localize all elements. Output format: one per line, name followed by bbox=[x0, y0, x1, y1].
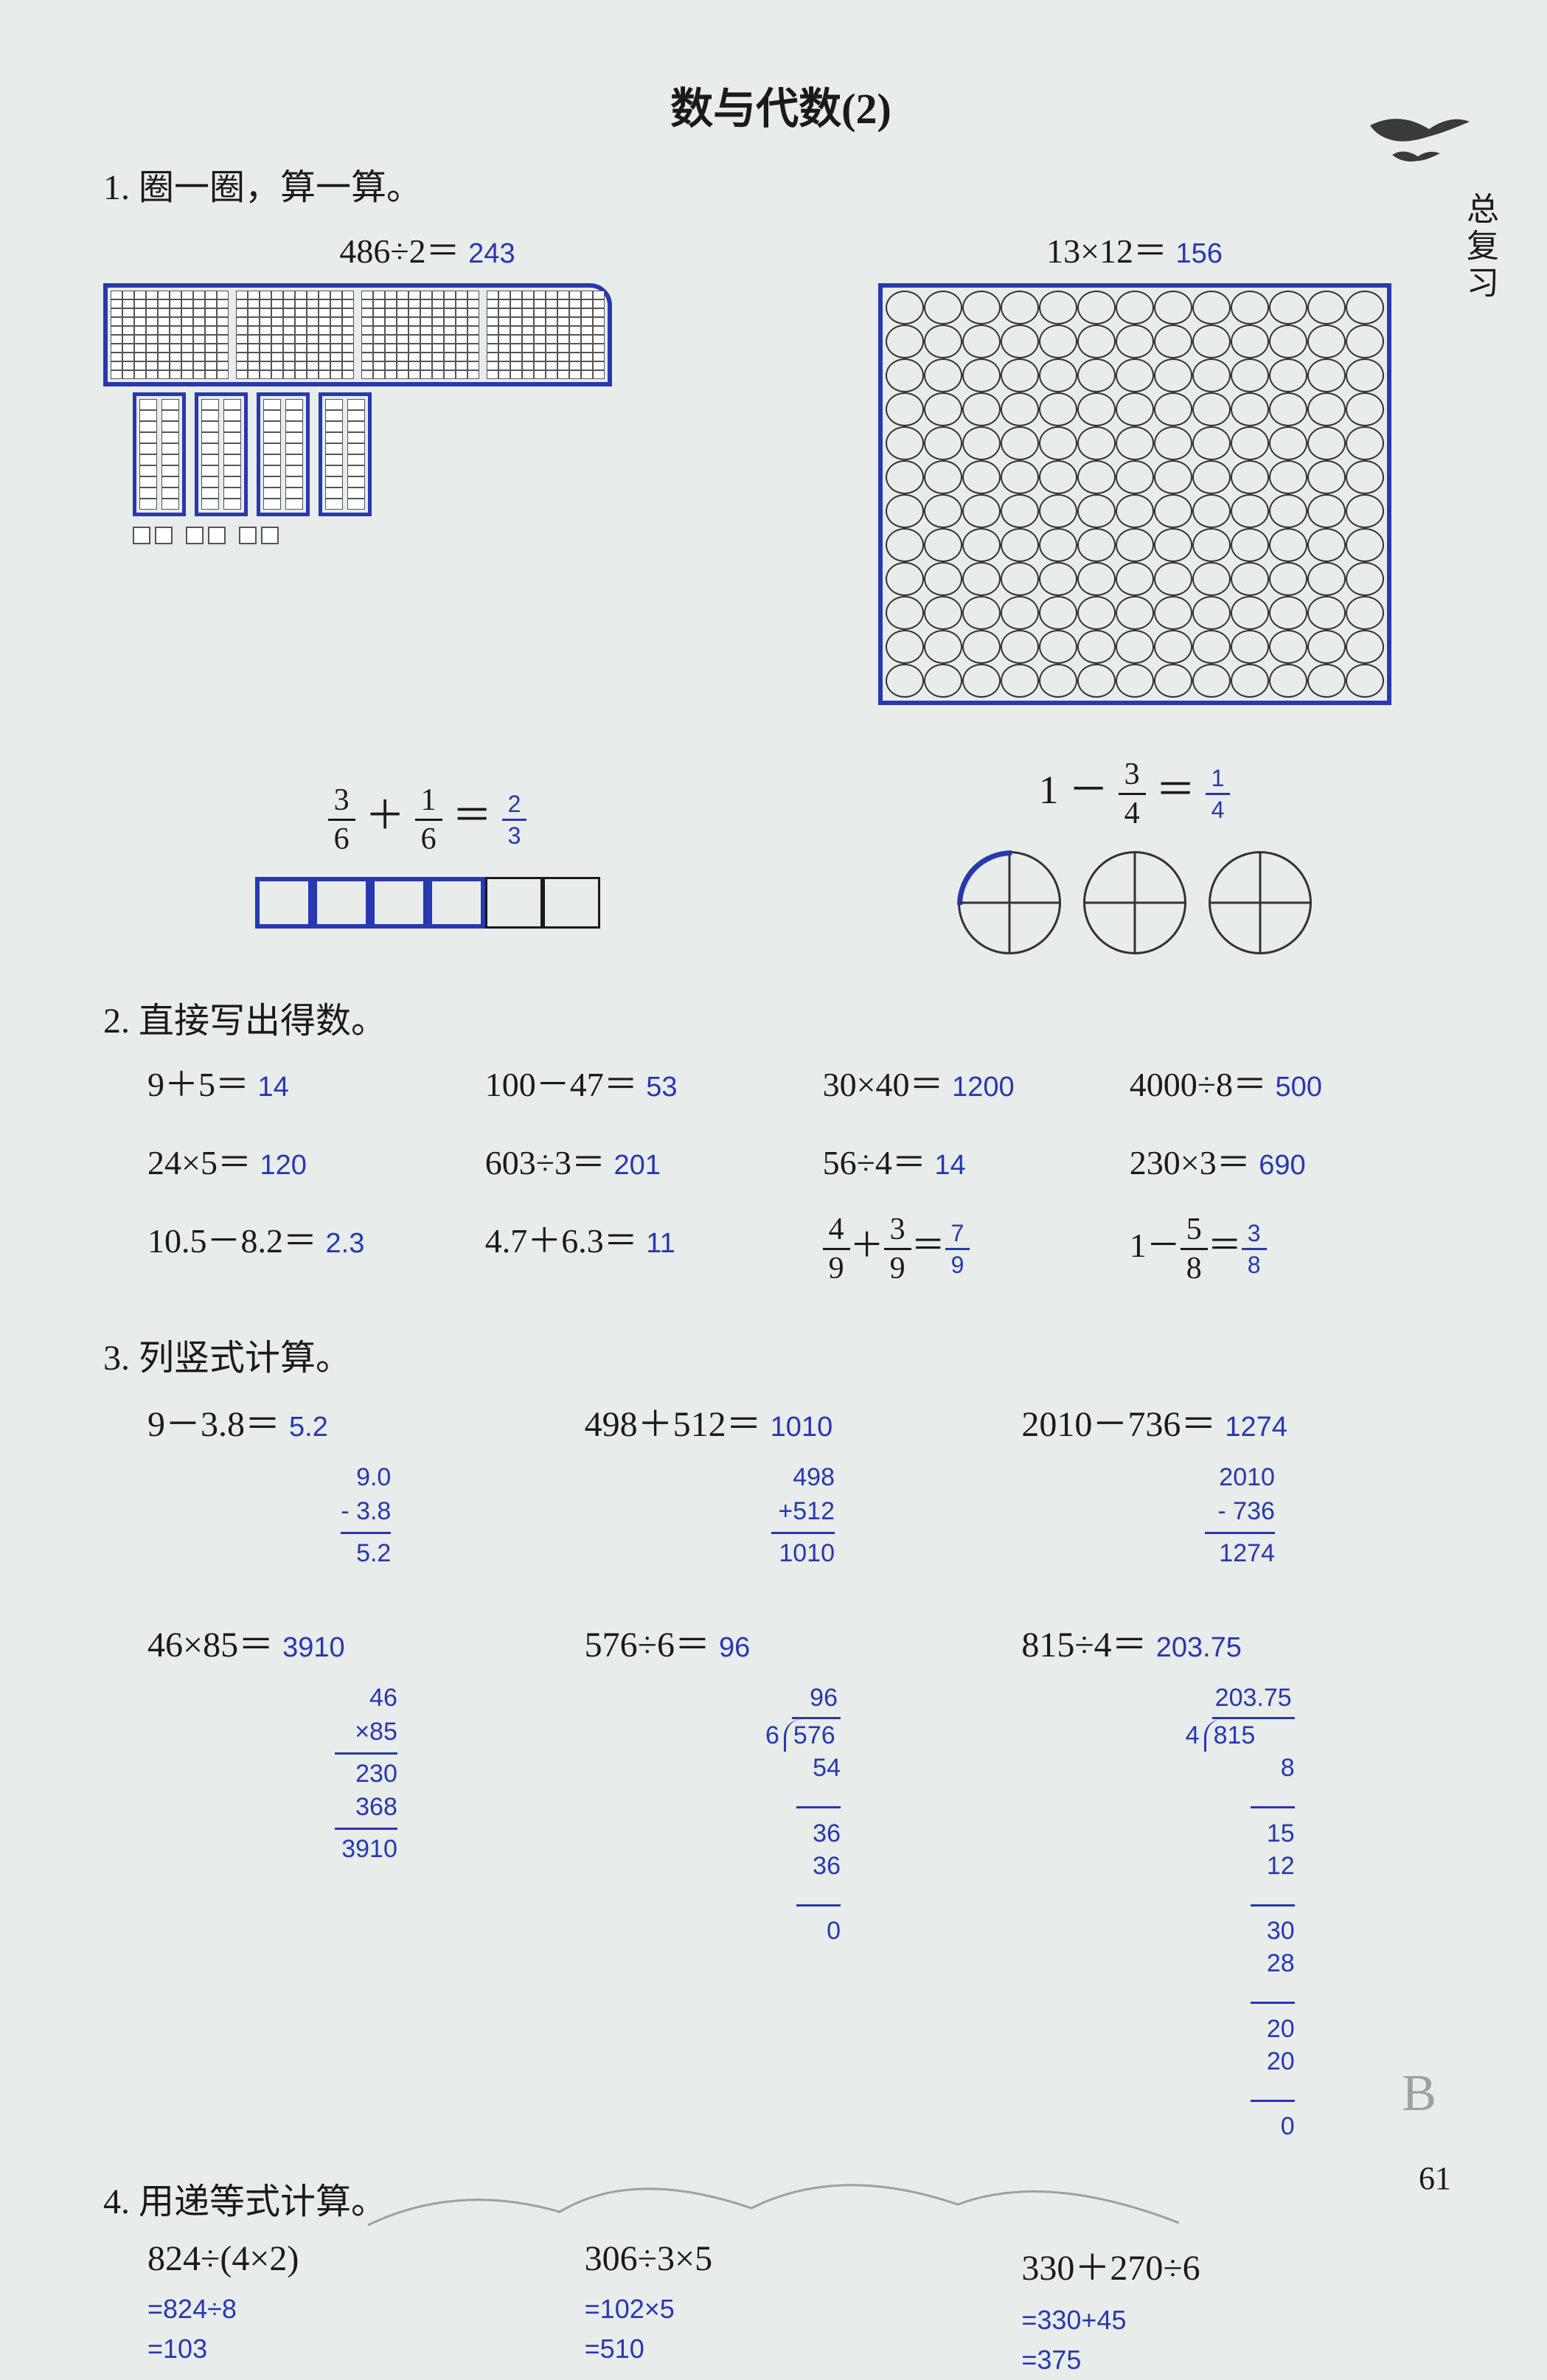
q1p3-op: ＋ bbox=[365, 794, 405, 838]
question-1: 1. 圈一圈，算一算。 486÷2＝ 243 13×12＝ 156 bbox=[103, 158, 1459, 954]
q1p1-expr: 486÷2＝ bbox=[339, 232, 459, 270]
side-label: 总复习 bbox=[1456, 192, 1503, 302]
q1p2-expr: 13×12＝ bbox=[1046, 232, 1167, 270]
q3-item: 498＋512＝ 1010 498 +512 1010 bbox=[585, 1395, 1022, 1571]
q1p4-ad: 4 bbox=[1211, 795, 1225, 822]
q1p3-an: 2 bbox=[502, 792, 527, 821]
q1p3-ld: 6 bbox=[334, 821, 350, 855]
page-title: 数与代数(2) bbox=[103, 74, 1459, 136]
q1-part4: 1 － 34 ＝ 14 bbox=[810, 757, 1459, 954]
b-mark: B bbox=[1402, 2064, 1436, 2123]
bird-icon bbox=[1363, 103, 1473, 170]
q2-item: 4000÷8＝ 500 bbox=[1130, 1058, 1436, 1106]
q2-item: 9＋5＝ 14 bbox=[147, 1058, 485, 1106]
q2-item: 4.7＋6.3＝ 11 bbox=[485, 1214, 823, 1284]
q2-item: 30×40＝ 1200 bbox=[823, 1058, 1130, 1106]
q3-head: 3. 列竖式计算。 bbox=[103, 1328, 1459, 1380]
q2-item: 1－58＝38 bbox=[1130, 1214, 1436, 1284]
q2-item: 230×3＝ 690 bbox=[1130, 1136, 1436, 1184]
cloud-icon bbox=[368, 2160, 1179, 2227]
q1p2-ans: 156 bbox=[1176, 238, 1223, 269]
q3-item: 576÷6＝ 9696657654 36 36 0 bbox=[585, 1615, 1022, 2143]
q1p1-blocks bbox=[103, 283, 751, 544]
q1p4-circles bbox=[810, 851, 1459, 954]
q2-item: 10.5－8.2＝ 2.3 bbox=[147, 1214, 485, 1284]
page-number: 61 bbox=[1419, 2159, 1451, 2197]
q1p3-rn: 1 bbox=[415, 785, 442, 821]
q1p4-rn: 3 bbox=[1119, 759, 1146, 795]
q1p4-one: 1 bbox=[1039, 768, 1059, 812]
q1-part3: 36 ＋ 16 ＝ 23 bbox=[103, 783, 751, 929]
q3-item: 815÷4＝ 203.75203.7548158 15 12 30 28 20 … bbox=[1021, 1615, 1459, 2143]
q2-item: 24×5＝ 120 bbox=[147, 1136, 485, 1184]
q1-part1: 486÷2＝ 243 bbox=[103, 224, 751, 705]
q1p4-an: 1 bbox=[1206, 766, 1231, 795]
q2-item: 49＋39＝79 bbox=[823, 1214, 1130, 1284]
q1p4-op: － bbox=[1068, 768, 1108, 812]
q1p3-strip bbox=[103, 877, 751, 929]
q4-item: 306÷3×5=102×5=510 bbox=[585, 2238, 1022, 2380]
question-3: 3. 列竖式计算。 9－3.8＝ 5.2 9.0- 3.8 5.2498＋512… bbox=[103, 1328, 1459, 2143]
q1p4-rd: 4 bbox=[1124, 795, 1140, 829]
question-2: 2. 直接写出得数。 9＋5＝ 14100－47＝ 5330×40＝ 12004… bbox=[103, 991, 1459, 1284]
q2-head: 2. 直接写出得数。 bbox=[103, 991, 1459, 1043]
page: 总复习 数与代数(2) 1. 圈一圈，算一算。 486÷2＝ 243 13×12… bbox=[0, 0, 1547, 2249]
q1-part2: 13×12＝ 156 bbox=[810, 224, 1459, 705]
q1p1-ans: 243 bbox=[468, 238, 515, 269]
q3-item: 9－3.8＝ 5.2 9.0- 3.8 5.2 bbox=[147, 1395, 585, 1571]
q4-item: 824÷(4×2)=824÷8=103 bbox=[147, 2238, 585, 2380]
q1p3-ad: 3 bbox=[508, 821, 521, 847]
q3-item: 2010－736＝ 1274 2010 - 736 1274 bbox=[1021, 1395, 1459, 1571]
q1-head: 1. 圈一圈，算一算。 bbox=[103, 158, 1459, 209]
q2-item: 603÷3＝ 201 bbox=[485, 1136, 823, 1184]
q1p3-rd: 6 bbox=[421, 821, 437, 855]
q2-item: 56÷4＝ 14 bbox=[823, 1136, 1130, 1184]
q3-item: 46×85＝ 3910 46 ×85 230 368 3910 bbox=[147, 1615, 585, 2143]
q1p3-ln: 3 bbox=[328, 785, 355, 821]
q2-grid: 9＋5＝ 14100－47＝ 5330×40＝ 12004000÷8＝ 500 2… bbox=[103, 1058, 1459, 1284]
q4-item: 330＋270÷6=330+45=375 bbox=[1021, 2238, 1459, 2380]
q3-grid: 9－3.8＝ 5.2 9.0- 3.8 5.2498＋512＝ 1010 498… bbox=[103, 1395, 1459, 2143]
q2-item: 100－47＝ 53 bbox=[485, 1058, 823, 1106]
q1p2-grid bbox=[878, 283, 1391, 705]
q4-grid: 824÷(4×2)=824÷8=103306÷3×5=102×5=510330＋… bbox=[103, 2238, 1459, 2380]
